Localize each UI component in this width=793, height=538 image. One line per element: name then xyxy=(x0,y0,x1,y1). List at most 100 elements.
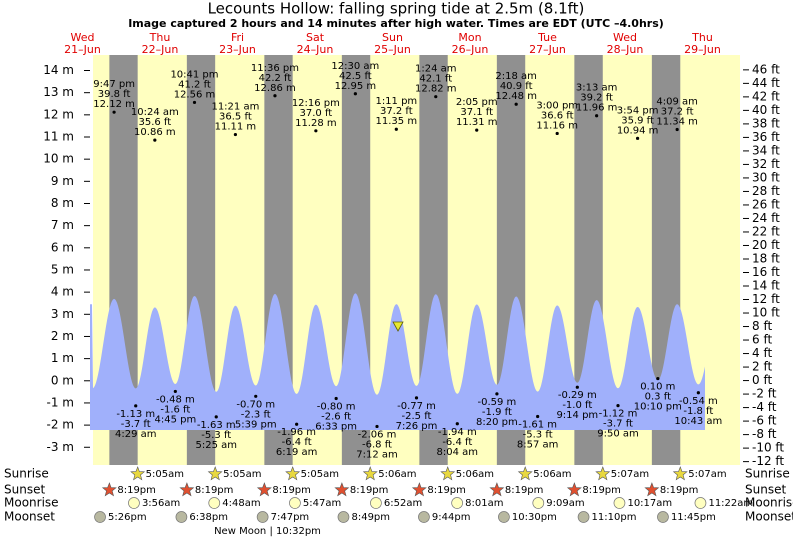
moonset-time: 11:10pm xyxy=(592,512,637,523)
tide-label: 36.6 ft xyxy=(541,110,574,121)
sun-icon xyxy=(644,482,660,497)
day-name: Wed xyxy=(71,31,95,44)
tide-label: 11.34 m xyxy=(656,116,698,127)
tide-label: -0.59 m xyxy=(478,397,517,408)
moonrise-time: 3:56am xyxy=(142,498,180,509)
moon-icon xyxy=(256,511,269,523)
moon-icon xyxy=(289,497,301,509)
tide-point xyxy=(394,127,398,131)
tide-label: 37.2 ft xyxy=(661,106,694,117)
moon-icon xyxy=(337,511,350,523)
day-name: Fri xyxy=(231,31,244,44)
sunrise-time: 5:06am xyxy=(533,469,571,480)
y-tick-label: 10 m xyxy=(43,152,74,166)
y2-tick-label: 32 ft xyxy=(752,157,780,171)
tide-point xyxy=(536,414,540,419)
tide-label: 37.2 ft xyxy=(380,106,413,117)
tide-label: 35.9 ft xyxy=(621,115,654,126)
tide-point xyxy=(414,396,419,400)
sunrise-time: 5:05am xyxy=(146,469,184,480)
y2-tick-label: 2 ft xyxy=(752,360,772,374)
tide-label: 3:13 am xyxy=(576,83,618,94)
y2-tick-label: 4 ft xyxy=(752,346,772,360)
y-tick-label: 14 m xyxy=(43,63,74,77)
moonrise-time: 10:17am xyxy=(627,498,672,509)
day-date: 22–Jun xyxy=(142,43,179,56)
tide-label: 11.35 m xyxy=(376,116,418,127)
tide-label: 35.6 ft xyxy=(138,117,171,128)
tide-label: 0.3 ft xyxy=(645,392,671,403)
tide-label: -1.13 m xyxy=(116,409,155,420)
y-tick-label: 1 m xyxy=(51,351,74,365)
tide-point xyxy=(153,138,157,142)
tide-label: -5.3 ft xyxy=(201,430,231,441)
tide-point xyxy=(675,127,679,132)
chart-title: Lecounts Hollow: falling spring tide at … xyxy=(208,0,585,18)
moonset-time: 6:38pm xyxy=(189,512,228,523)
tide-point xyxy=(254,394,258,398)
tide-label: -2.06 m xyxy=(358,429,397,440)
tide-label: -1.94 m xyxy=(438,427,477,438)
tide-label: 10:10 pm xyxy=(634,402,682,413)
y-tick-label: 13 m xyxy=(43,85,74,99)
tide-label: 11.31 m xyxy=(456,117,498,128)
tide-label: 12.56 m xyxy=(174,89,216,100)
tide-label: -0.54 m xyxy=(679,396,718,407)
moon-icon xyxy=(418,511,430,523)
sun-icon xyxy=(101,482,117,497)
tide-label: 9:47 pm xyxy=(93,79,135,90)
tide-label: 4:09 am xyxy=(656,96,698,107)
tide-label: 0.10 m xyxy=(640,382,675,393)
tide-label: 42.5 ft xyxy=(339,71,372,82)
y2-tick-label: 40 ft xyxy=(752,103,780,117)
tide-label: 5:25 am xyxy=(195,440,237,451)
tide-label: 11.96 m xyxy=(576,103,618,114)
tide-label: 12.86 m xyxy=(254,83,296,94)
day-date: 28–Jun xyxy=(607,43,644,56)
day-name: Thu xyxy=(149,31,171,44)
tide-label: 11.16 m xyxy=(536,120,578,131)
y2-tick-label: -8 ft xyxy=(752,427,777,441)
day-name: Wed xyxy=(613,31,637,44)
tide-label: 7:12 am xyxy=(356,449,398,460)
tide-point xyxy=(295,422,299,426)
y2-tick-label: -6 ft xyxy=(752,414,777,428)
sunrise-time: 5:05am xyxy=(301,469,339,480)
tide-label: 10:43 am xyxy=(674,416,722,427)
tide-label: 40.9 ft xyxy=(500,81,533,92)
tide-label: 11:21 am xyxy=(211,102,259,113)
tide-label: 37.1 ft xyxy=(460,107,493,118)
moon-phase: New Moon | 10:32pm xyxy=(214,526,321,537)
sunrise-time: 5:06am xyxy=(456,469,494,480)
tide-label: 5:39 pm xyxy=(235,419,277,430)
tide-label: 10.86 m xyxy=(134,127,176,138)
moonrise-time: 6:52am xyxy=(384,498,422,509)
y2-tick-label: 14 ft xyxy=(752,279,780,293)
tide-label: 4:45 pm xyxy=(154,414,196,425)
tide-label: 11.11 m xyxy=(215,122,257,133)
tide-label: -1.61 m xyxy=(518,419,557,430)
y-tick-label: 12 m xyxy=(43,107,74,121)
sunset-time: 8:19pm xyxy=(427,485,466,496)
tide-point xyxy=(635,136,640,140)
tide-label: 12:16 pm xyxy=(292,98,340,109)
y2-tick-label: -12 ft xyxy=(752,454,784,468)
tide-label: -1.96 m xyxy=(277,427,316,438)
tide-label: 12.95 m xyxy=(335,81,377,92)
y2-tick-label: 30 ft xyxy=(752,170,780,184)
sun-icon xyxy=(362,466,378,481)
tide-label: 11:36 pm xyxy=(251,63,299,74)
tide-point xyxy=(555,131,559,136)
tide-label: -3.7 ft xyxy=(121,419,151,430)
tide-label: 37.0 ft xyxy=(300,108,333,119)
tide-point xyxy=(696,391,700,395)
tide-point xyxy=(314,129,318,133)
tide-label: 8:20 pm xyxy=(476,417,518,428)
day-date: 27–Jun xyxy=(529,43,566,56)
tide-point xyxy=(595,114,599,118)
sun-icon xyxy=(440,466,456,481)
day-date: 21–Jun xyxy=(64,43,101,56)
tide-point xyxy=(514,102,518,106)
moon-icon xyxy=(370,497,382,509)
y2-tick-label: 6 ft xyxy=(752,333,772,347)
